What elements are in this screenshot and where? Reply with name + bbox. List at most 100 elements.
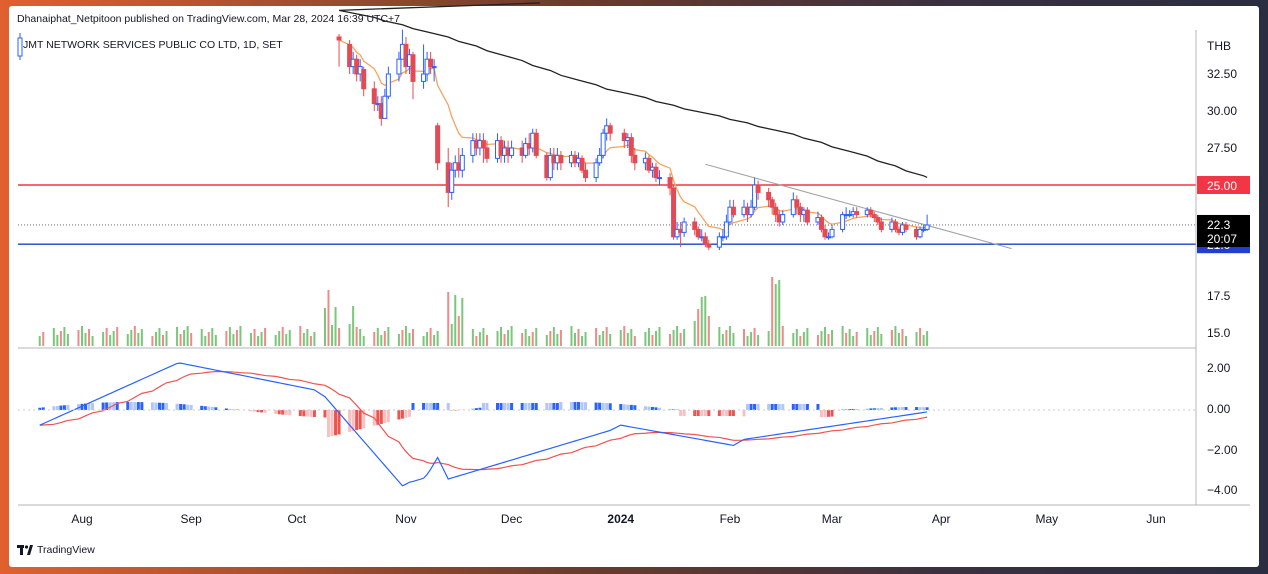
volume-bar [524,329,527,346]
candle-body [674,228,680,238]
candle-body [871,214,877,219]
volume-bar [827,334,830,346]
macd-histogram-bar [422,403,426,410]
volume-bar [112,331,115,346]
candle-body [702,236,708,245]
volume-bar [904,336,907,346]
candle-body [653,166,659,179]
candle-body [706,243,712,248]
candle-body [593,162,599,179]
volume-bar [404,326,407,346]
macd-histogram-bar [397,410,401,420]
macd-histogram-bar [400,410,404,419]
candle-body [840,214,846,230]
volume-bar [362,336,365,346]
candle-body [878,221,884,230]
volume-bar [693,321,696,346]
macd-histogram-bar [150,402,154,410]
volume-bar [496,331,499,346]
macd-histogram-bar [376,410,380,425]
volume-bar [436,331,439,346]
volume-bar [59,331,62,346]
macd-histogram-bar [277,410,281,415]
volume-bar [81,326,83,346]
tradingview-logo-icon [17,545,33,555]
candle-body [523,143,529,156]
macd-histogram-bar [189,404,193,410]
volume-bar [623,326,626,346]
chart-frame: Dhanaiphat_Netpitoon published on Tradin… [9,6,1259,567]
candle-body [752,184,758,208]
macd-histogram-bar [249,410,253,412]
volume-bar [478,332,481,346]
macd-histogram-bar [534,403,538,410]
volume-bar [816,335,819,346]
candle-body [449,169,455,193]
macd-histogram-bar [157,402,161,410]
candle-body [509,147,515,156]
macd-tick-label: 0.00 [1207,402,1231,416]
macd-histogram-bar [893,407,897,410]
volume-bar [669,334,672,346]
macd-histogram-bar [865,408,869,410]
macd-histogram-bar [819,410,823,418]
macd-histogram-bar [133,402,137,410]
volume-bar [485,335,488,346]
volume-bar [52,328,55,346]
candle-body [773,206,779,216]
macd-histogram-bar [200,405,204,410]
volume-bar [264,328,267,346]
volume-bar [359,329,362,346]
volume-bar [235,330,238,346]
volume-bar [285,334,288,346]
macd-histogram-bar [569,402,573,410]
candle-body [533,132,539,156]
volume-bar [552,327,555,346]
macd-histogram-bar [214,407,218,410]
macd-histogram-bar [161,402,165,410]
volume-bar [521,333,524,346]
volume-bar [253,329,256,346]
volume-bar [475,336,478,346]
macd-histogram-bar [904,407,908,410]
macd-histogram-bar [404,410,408,418]
macd-histogram-bar [38,407,42,410]
macd-histogram-bar [203,406,207,410]
macd-histogram-bar [179,404,183,410]
volume-bar [176,327,179,346]
macd-histogram-bar [548,403,552,410]
volume-bar [774,284,777,346]
x-tick-label: Sep [180,512,202,526]
candle-body [484,147,490,159]
candle-body [730,206,736,216]
volume-bar [753,328,756,346]
volume-bar [331,325,334,346]
candle-body [804,209,810,223]
macd-histogram-bar [288,410,292,416]
volume-bar [376,328,379,346]
candle-body [547,154,553,179]
macd-histogram-bar [890,407,894,410]
candle-body [826,236,832,239]
volume-bar [802,332,805,346]
volume-bar [38,336,41,346]
candle-body [385,73,391,97]
candle-body [428,58,434,68]
currency-label: THB [1207,39,1231,53]
candle-body [600,132,606,156]
macd-histogram-bar [274,410,278,414]
volume-bar [56,335,59,346]
volume-bar [102,332,105,346]
countdown-label: 20:07 [1207,232,1237,246]
macd-histogram-bar [746,404,750,410]
candle-body [597,154,603,164]
x-tick-label: 2024 [607,512,634,526]
macd-histogram-bar [598,402,602,410]
x-tick-label: Apr [932,512,951,526]
macd-histogram-bar [386,410,390,423]
macd-histogram-bar [105,402,109,410]
volume-bar [750,332,753,346]
macd-histogram-bar [915,407,919,410]
macd-histogram-bar [622,404,626,410]
